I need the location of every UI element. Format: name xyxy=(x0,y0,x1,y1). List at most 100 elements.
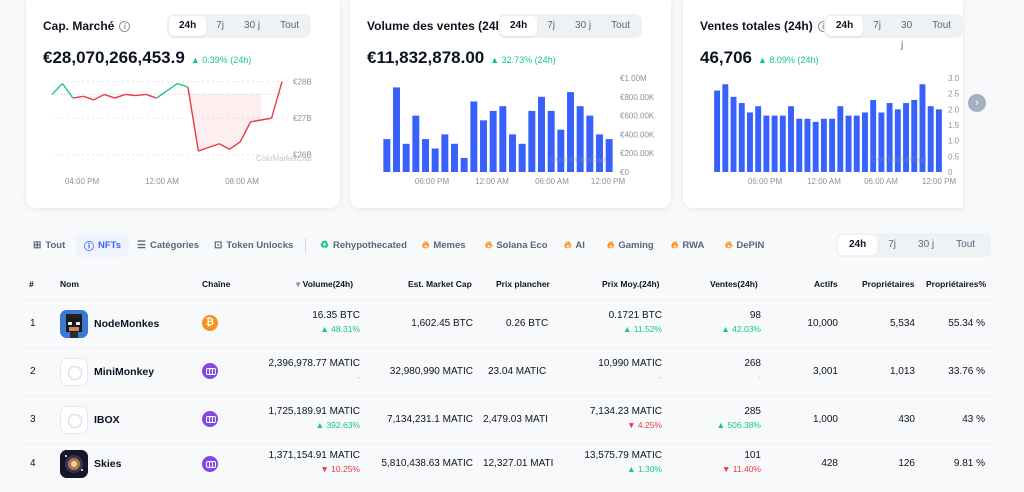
filter-rehypothecated[interactable]: ♻ Rehypothecated xyxy=(320,233,407,257)
header-volume[interactable]: ▾ Volume(24h) xyxy=(296,279,353,290)
table-row[interactable]: 4 Skies 1,371,154.91 MATIC ▼ 10.25% 5,81… xyxy=(20,444,991,492)
header-name[interactable]: Nom xyxy=(60,279,79,289)
header-rank[interactable]: # xyxy=(29,279,34,289)
total-sales-title-text: Ventes totales (24h) xyxy=(700,19,813,33)
avg-price-cell: 7,134.23 MATIC ▼ 4.25% xyxy=(590,406,662,430)
total-sales-change-text: 8.09% (24h) xyxy=(769,55,819,65)
info-icon[interactable]: i xyxy=(119,20,131,32)
header-owners-pct[interactable]: Propriétaires% xyxy=(926,279,986,289)
scroll-right-button[interactable]: › xyxy=(968,94,986,112)
tab-24h[interactable]: 24h xyxy=(826,16,864,36)
sales-volume-bar-chart: €1.00M €800.00K €600.00K €400.00K €200.00K €0… xyxy=(383,74,655,186)
fire-icon: 🔥︎ xyxy=(564,239,572,251)
assets-value: 1,000 xyxy=(812,414,838,425)
bar xyxy=(796,118,803,172)
bar xyxy=(509,134,516,172)
tab-30d[interactable]: 30 j xyxy=(918,239,935,250)
table-row[interactable]: 3 IBOX 1,725,189.91 MATIC ▲ 392.63% 7,13… xyxy=(20,396,991,444)
owners-value: 1,013 xyxy=(889,366,915,377)
collection-name[interactable]: IBOX xyxy=(94,414,120,426)
tab-7d[interactable]: 7j xyxy=(873,20,882,31)
bar xyxy=(451,143,458,172)
volume-change: ▲ 48.31% xyxy=(320,324,360,334)
tab-7d[interactable]: 7j xyxy=(216,20,225,31)
filter-all[interactable]: ⊞ Tout xyxy=(33,233,65,257)
collection-name[interactable]: NodeMonkes xyxy=(94,318,160,330)
filter-solana-eco[interactable]: 🔥︎ Solana Eco xyxy=(485,233,548,257)
y-tick-label: €200.00K xyxy=(620,149,655,158)
row-rank: 1 xyxy=(30,318,36,329)
nft-icon: ⓘ xyxy=(84,241,94,253)
header-chain[interactable]: Chaîne xyxy=(202,279,231,289)
bar xyxy=(576,106,584,172)
sales-value: 101 xyxy=(744,450,761,461)
tab-24h[interactable]: 24h xyxy=(838,235,878,255)
tab-30d[interactable]: 30 j xyxy=(244,20,261,31)
x-tick-label: 06:00 PM xyxy=(415,177,450,186)
tab-all[interactable]: Tout xyxy=(956,239,976,250)
collection-name[interactable]: Skies xyxy=(94,458,122,470)
bar xyxy=(605,139,613,172)
tab-30d[interactable]: 30 j xyxy=(575,20,592,31)
filter-memes-label: Memes xyxy=(433,239,466,251)
filter-solana-eco-label: Solana Eco xyxy=(496,239,548,251)
list-icon: ☰ xyxy=(137,239,146,251)
line-segment xyxy=(125,93,136,97)
volume-change-text: 392.63% xyxy=(326,420,360,430)
tab-7d[interactable]: 7j xyxy=(547,20,556,31)
header-est-market-cap[interactable]: Est. Market Cap xyxy=(408,279,472,289)
market-cap-title: Cap. Marché i xyxy=(43,19,131,33)
header-floor-price[interactable]: Prix plancher xyxy=(496,279,550,289)
table-row[interactable]: 2 MiniMonkey 2,396,978.77 MATIC - 32,980… xyxy=(20,348,991,396)
bar xyxy=(788,106,794,172)
filter-rwa[interactable]: 🔥︎ RWA xyxy=(671,233,704,257)
tab-all[interactable]: Tout xyxy=(611,20,631,31)
tab-24h[interactable]: 24h xyxy=(169,16,207,36)
collection-avatar xyxy=(60,450,88,478)
polygon-chain-icon xyxy=(202,411,218,427)
bar xyxy=(870,99,877,172)
collection-name[interactable]: MiniMonkey xyxy=(94,366,155,378)
header-assets[interactable]: Actifs xyxy=(814,279,838,289)
fire-icon: 🔥︎ xyxy=(725,239,733,251)
bar xyxy=(763,115,770,172)
line-segment xyxy=(145,93,157,99)
filter-depin[interactable]: 🔥︎ DePIN xyxy=(725,233,764,257)
tab-30d[interactable]: 30 j xyxy=(901,20,913,51)
filter-categories-label: Catégories xyxy=(149,239,200,251)
sales-value: 98 xyxy=(749,310,761,321)
tab-7d[interactable]: 7j xyxy=(888,239,897,250)
sort-desc-icon: ▾ xyxy=(296,279,301,289)
market-cap-card: Cap. Marché i 24h 7j 30 j Tout €28,070,2… xyxy=(26,0,340,208)
header-sales[interactable]: Ventes(24h) xyxy=(710,279,758,289)
line-segment xyxy=(114,93,126,99)
floor-price-value: 0.26 BTC xyxy=(506,318,549,329)
x-tick-label: 12:00 AM xyxy=(475,177,509,186)
sales-volume-period-tabs: 24h 7j 30 j Tout xyxy=(498,14,643,38)
table-row[interactable]: 1 NodeMonkes ₿ 16.35 BTC ▲ 48.31% 1,602.… xyxy=(20,300,991,348)
filter-token-unlocks[interactable]: ⊡ Token Unlocks xyxy=(214,233,293,257)
filter-memes[interactable]: 🔥︎ Memes xyxy=(422,233,466,257)
bar xyxy=(714,90,721,172)
table-period-tabs: 24h 7j 30 j Tout xyxy=(836,233,991,257)
bar xyxy=(779,115,786,172)
sales-volume-card: Volume des ventes (24h) i 24h 7j 30 j To… xyxy=(350,0,671,208)
filter-categories[interactable]: ☰ Catégories xyxy=(137,233,199,257)
est-market-cap-value: 32,980,990 MATIC xyxy=(389,366,473,377)
filter-nfts[interactable]: ⓘ NFTs xyxy=(76,233,130,257)
filter-ai[interactable]: 🔥︎ AI xyxy=(564,233,585,257)
header-owners[interactable]: Propriétaires xyxy=(862,279,915,289)
filter-gaming[interactable]: 🔥︎ Gaming xyxy=(607,233,654,257)
tab-all[interactable]: Tout xyxy=(280,20,300,31)
sales-value: 285 xyxy=(744,406,761,417)
header-avg-price[interactable]: Prix Moy.(24h) xyxy=(602,279,660,289)
sales-change-text: 506.38% xyxy=(727,420,761,430)
tab-all[interactable]: Tout xyxy=(932,20,952,31)
row-rank: 3 xyxy=(30,414,36,425)
line-segment xyxy=(239,121,252,143)
volume-value: 1,371,154.91 MATIC xyxy=(268,450,360,461)
bar xyxy=(935,109,942,172)
est-market-cap-value: 7,134,231.1 MATIC xyxy=(387,414,473,425)
category-filter-bar: ⊞ Tout ⓘ NFTs ☰ Catégories ⊡ Token Unloc… xyxy=(0,233,1024,257)
tab-24h[interactable]: 24h xyxy=(500,16,538,36)
